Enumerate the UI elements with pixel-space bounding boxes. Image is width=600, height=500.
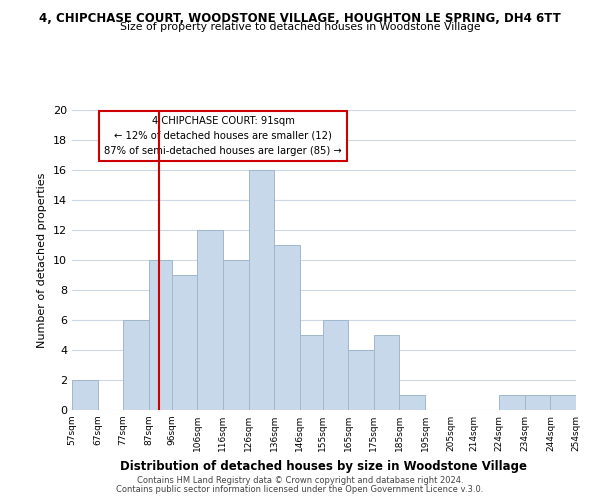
Bar	[299, 335, 323, 410]
X-axis label: Distribution of detached houses by size in Woodstone Village: Distribution of detached houses by size …	[121, 460, 527, 472]
Text: 4, CHIPCHASE COURT, WOODSTONE VILLAGE, HOUGHTON LE SPRING, DH4 6TT: 4, CHIPCHASE COURT, WOODSTONE VILLAGE, H…	[39, 12, 561, 26]
Bar	[197, 230, 223, 410]
Bar	[72, 380, 98, 410]
Bar	[349, 350, 374, 410]
Bar	[323, 320, 349, 410]
Y-axis label: Number of detached properties: Number of detached properties	[37, 172, 47, 348]
Bar	[149, 260, 172, 410]
Text: 4 CHIPCHASE COURT: 91sqm
← 12% of detached houses are smaller (12)
87% of semi-d: 4 CHIPCHASE COURT: 91sqm ← 12% of detach…	[104, 116, 342, 156]
Bar	[499, 395, 525, 410]
Bar	[223, 260, 248, 410]
Bar	[248, 170, 274, 410]
Bar	[550, 395, 576, 410]
Bar	[374, 335, 400, 410]
Bar	[274, 245, 299, 410]
Bar	[400, 395, 425, 410]
Bar	[525, 395, 550, 410]
Bar	[172, 275, 197, 410]
Text: Contains HM Land Registry data © Crown copyright and database right 2024.: Contains HM Land Registry data © Crown c…	[137, 476, 463, 485]
Text: Size of property relative to detached houses in Woodstone Village: Size of property relative to detached ho…	[119, 22, 481, 32]
Text: Contains public sector information licensed under the Open Government Licence v.: Contains public sector information licen…	[116, 485, 484, 494]
Bar	[123, 320, 149, 410]
